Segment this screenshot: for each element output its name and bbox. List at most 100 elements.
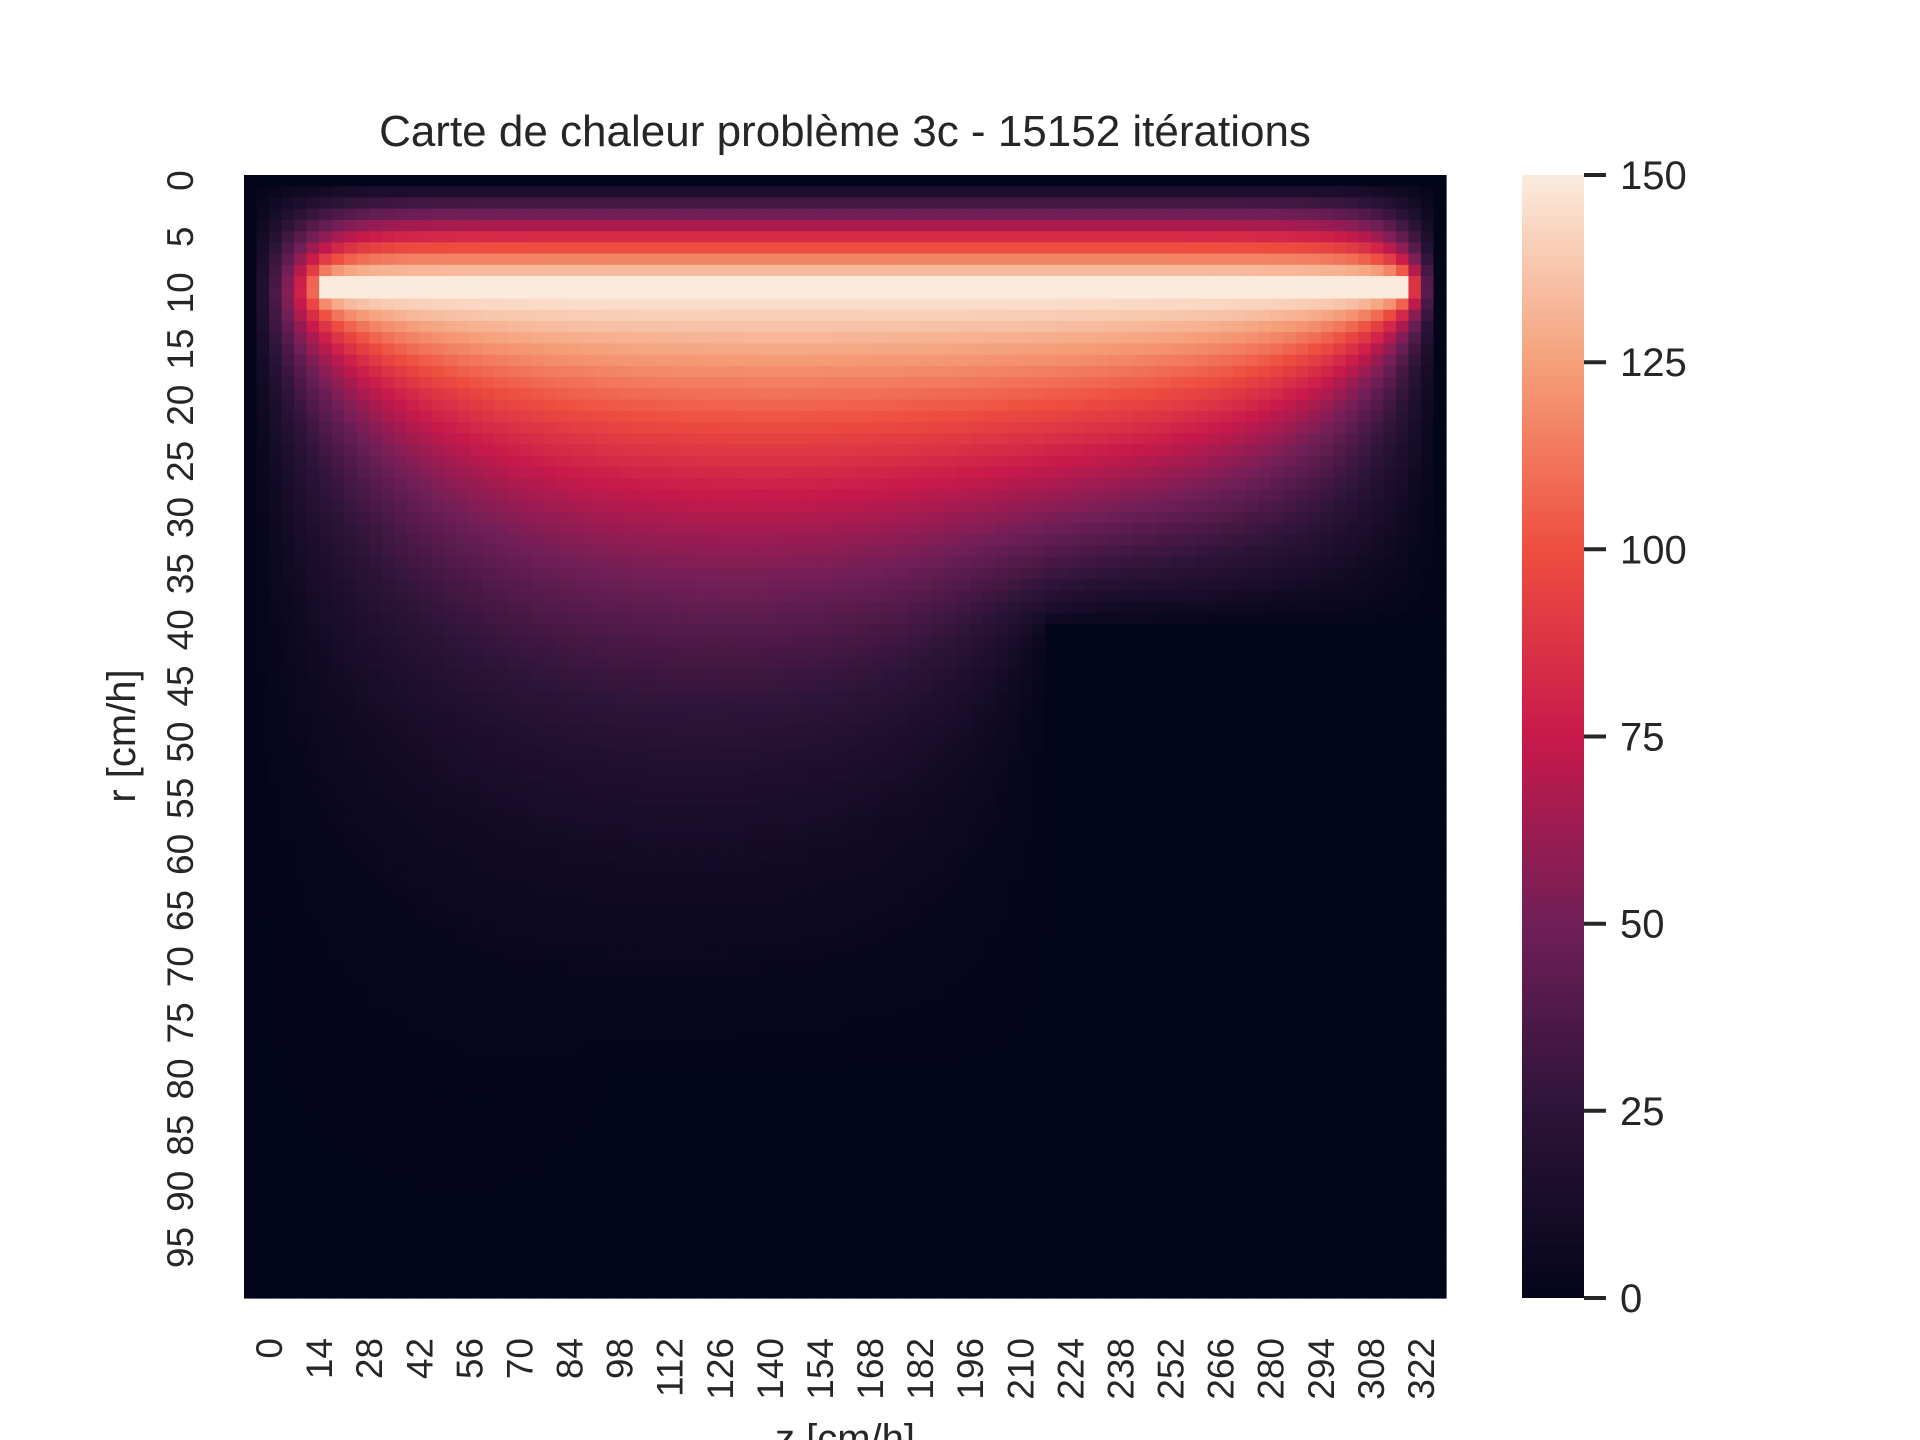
heatmap-cell bbox=[1333, 646, 1347, 659]
heatmap-cell bbox=[1333, 175, 1347, 187]
heatmap-cell bbox=[832, 253, 846, 266]
heatmap-cell bbox=[807, 646, 821, 659]
heatmap-cell bbox=[857, 601, 871, 614]
heatmap-cell bbox=[519, 736, 533, 749]
heatmap-cell bbox=[694, 276, 708, 288]
heatmap-cell bbox=[1095, 276, 1109, 288]
heatmap-cell bbox=[1170, 455, 1184, 468]
heatmap-cell bbox=[769, 478, 783, 491]
heatmap-cell bbox=[1370, 276, 1384, 288]
heatmap-cell bbox=[494, 601, 508, 614]
heatmap-cell bbox=[557, 298, 571, 311]
heatmap-cell bbox=[757, 399, 771, 412]
heatmap-cell bbox=[469, 287, 483, 300]
heatmap-cell bbox=[406, 657, 420, 670]
heatmap-cell bbox=[269, 612, 283, 625]
heatmap-cell bbox=[1283, 276, 1297, 288]
heatmap-cell bbox=[1183, 523, 1197, 535]
heatmap-cell bbox=[945, 444, 959, 457]
heatmap-cell bbox=[1183, 332, 1197, 345]
heatmap-cell bbox=[1433, 388, 1447, 401]
heatmap-cell bbox=[719, 534, 733, 547]
heatmap-cell bbox=[732, 320, 746, 333]
heatmap-cell bbox=[1132, 714, 1147, 726]
heatmap-cell bbox=[1245, 242, 1259, 255]
heatmap-cell bbox=[932, 208, 946, 221]
heatmap-cell bbox=[982, 523, 996, 535]
heatmap-cell bbox=[1358, 635, 1372, 648]
heatmap-cell bbox=[1233, 612, 1247, 625]
heatmap-cell bbox=[319, 500, 333, 513]
heatmap-cell bbox=[1132, 433, 1147, 446]
heatmap-cell bbox=[569, 365, 583, 378]
heatmap-cell bbox=[1170, 691, 1184, 704]
heatmap-cell bbox=[456, 332, 470, 345]
heatmap-cell bbox=[982, 747, 996, 760]
heatmap-cell bbox=[1270, 714, 1284, 726]
heatmap-cell bbox=[1370, 354, 1384, 367]
heatmap-cell bbox=[1170, 489, 1184, 502]
heatmap-cell bbox=[807, 433, 821, 446]
heatmap-cell bbox=[1283, 590, 1297, 603]
heatmap-cell bbox=[431, 714, 445, 726]
heatmap-cell bbox=[1020, 680, 1034, 693]
heatmap-cell bbox=[832, 298, 846, 311]
heatmap-cell bbox=[1358, 377, 1372, 389]
heatmap-cell bbox=[582, 489, 596, 502]
heatmap-cell bbox=[1132, 545, 1147, 558]
heatmap-cell bbox=[431, 691, 445, 704]
heatmap-cell bbox=[694, 466, 708, 479]
heatmap-cell bbox=[632, 478, 646, 491]
heatmap-cell bbox=[1158, 500, 1172, 513]
heatmap-cell bbox=[319, 466, 333, 479]
heatmap-cell bbox=[394, 197, 408, 210]
heatmap-cell bbox=[1320, 287, 1334, 300]
heatmap-cell bbox=[1258, 612, 1272, 625]
heatmap-cell bbox=[1195, 646, 1209, 659]
heatmap-cell bbox=[419, 455, 433, 468]
heatmap-cell bbox=[1433, 399, 1447, 412]
heatmap-cell bbox=[769, 714, 783, 726]
heatmap-cell bbox=[306, 208, 320, 221]
heatmap-cell bbox=[895, 388, 909, 401]
heatmap-cell bbox=[481, 264, 496, 277]
heatmap-cell bbox=[970, 669, 984, 681]
heatmap-cell bbox=[1107, 489, 1122, 502]
heatmap-cell bbox=[1370, 320, 1384, 333]
heatmap-cell bbox=[1295, 309, 1309, 322]
heatmap-cell bbox=[594, 377, 608, 389]
heatmap-cell bbox=[957, 669, 971, 681]
heatmap-cell bbox=[1007, 264, 1021, 277]
heatmap-cell bbox=[1170, 511, 1184, 524]
heatmap-cell bbox=[381, 657, 395, 670]
heatmap-cell bbox=[1308, 320, 1322, 333]
heatmap-cell bbox=[907, 725, 921, 738]
heatmap-cell bbox=[1183, 680, 1197, 693]
heatmap-cell bbox=[1120, 444, 1134, 457]
heatmap-cell bbox=[769, 320, 783, 333]
heatmap-cell bbox=[1045, 231, 1059, 243]
heatmap-cell bbox=[369, 568, 383, 580]
heatmap-cell bbox=[319, 680, 333, 693]
heatmap-cell bbox=[469, 478, 483, 491]
heatmap-cell bbox=[719, 601, 733, 614]
heatmap-cell bbox=[744, 725, 758, 738]
heatmap-cell bbox=[1007, 579, 1021, 592]
heatmap-cell bbox=[682, 410, 696, 423]
heatmap-cell bbox=[1070, 725, 1084, 738]
heatmap-cell bbox=[669, 579, 683, 592]
heatmap-cell bbox=[419, 747, 433, 760]
heatmap-cell bbox=[1158, 545, 1172, 558]
heatmap-cell bbox=[1183, 354, 1197, 367]
heatmap-cell bbox=[1145, 590, 1159, 603]
heatmap-cell bbox=[1007, 702, 1021, 715]
heatmap-cell bbox=[1395, 590, 1410, 603]
heatmap-cell bbox=[481, 197, 496, 210]
heatmap-cell bbox=[1295, 489, 1309, 502]
heatmap-cell bbox=[369, 377, 383, 389]
heatmap-cell bbox=[832, 624, 846, 637]
heatmap-cell bbox=[907, 354, 921, 367]
heatmap-cell bbox=[895, 478, 909, 491]
heatmap-cell bbox=[982, 680, 996, 693]
heatmap-cell bbox=[619, 680, 633, 693]
